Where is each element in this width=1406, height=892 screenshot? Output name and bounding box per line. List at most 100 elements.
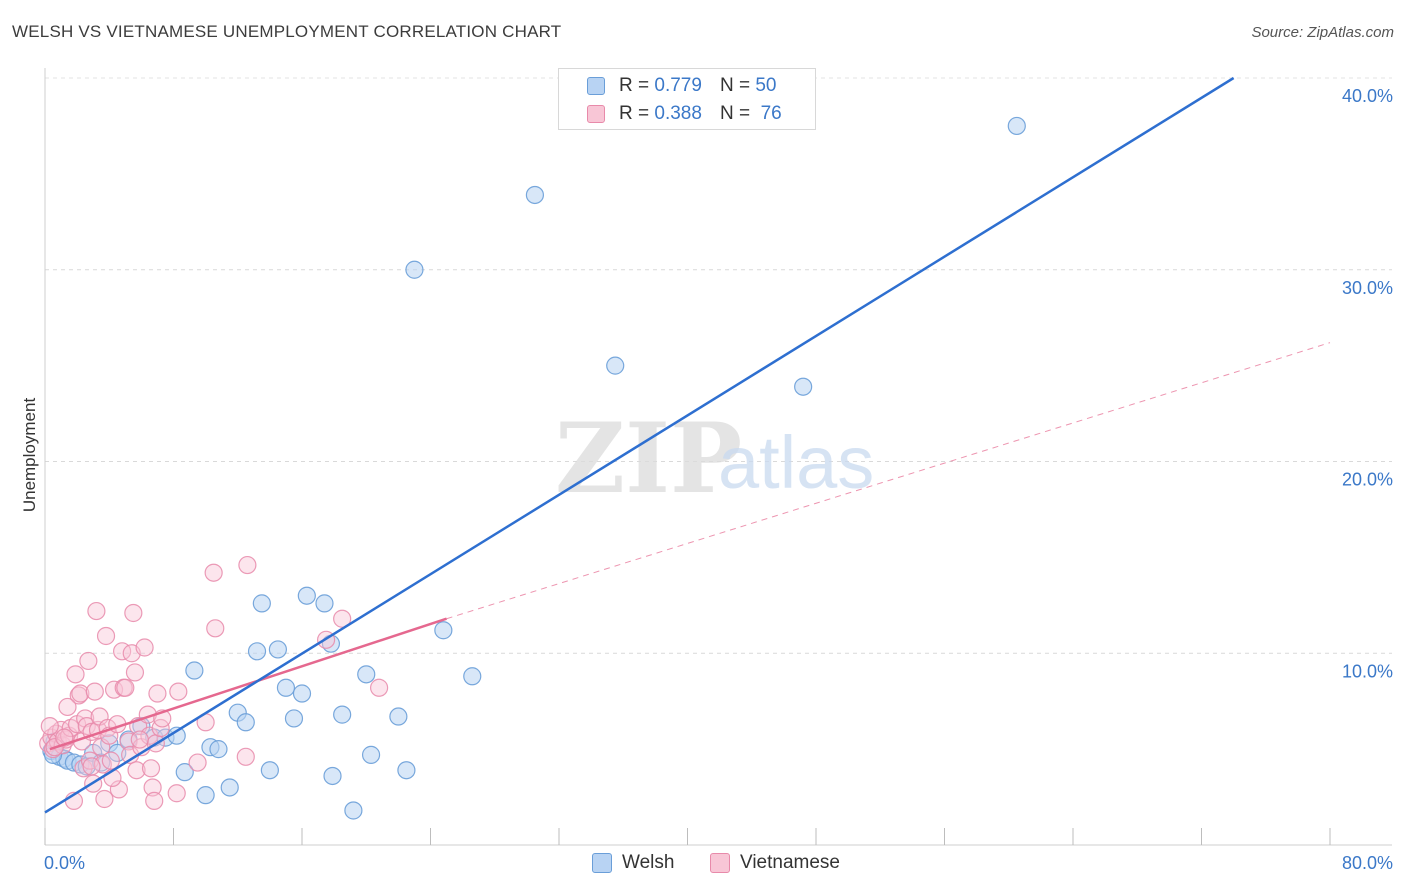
y-tick-label: 30.0% <box>1342 278 1393 298</box>
welsh-point <box>276 678 296 697</box>
welsh-point <box>185 661 204 680</box>
vietnamese-r-label: R = <box>619 103 650 124</box>
welsh-point <box>315 594 334 613</box>
vietnamese-point <box>135 638 154 657</box>
series-legend: Welsh Vietnamese <box>0 850 1406 878</box>
x-tick-label-max: 80.0% <box>1342 853 1393 873</box>
welsh-point <box>260 761 279 780</box>
welsh-point <box>606 356 625 375</box>
vietnamese-point <box>167 784 186 803</box>
watermark-zip: ZIP <box>555 402 742 515</box>
source-label: Source: ZipAtlas.com <box>1251 24 1394 41</box>
welsh-point <box>196 786 215 805</box>
welsh-point <box>236 713 255 732</box>
welsh-point <box>434 621 453 640</box>
vietnamese-points <box>39 555 389 810</box>
chart-title: WELSH VS VIETNAMESE UNEMPLOYMENT CORRELA… <box>12 22 562 41</box>
vietnamese-point <box>148 684 167 703</box>
watermark-atlas: atlas <box>718 421 874 504</box>
vietnamese-point <box>204 563 223 582</box>
vietnamese-point <box>188 753 207 772</box>
welsh-point <box>405 260 424 279</box>
welsh-point <box>247 642 267 661</box>
welsh-points <box>42 116 1026 820</box>
vietnamese-point <box>79 651 98 671</box>
welsh-point <box>297 586 316 605</box>
y-tick-label: 10.0% <box>1342 661 1393 681</box>
vietnamese-point <box>125 663 145 682</box>
welsh-point <box>333 705 352 724</box>
vietnamese-point <box>143 778 162 797</box>
welsh-n-label: N = <box>719 75 751 96</box>
vietnamese-n-label: N = <box>719 103 751 124</box>
vietnamese-point <box>333 609 352 628</box>
vietnamese-point <box>71 684 90 703</box>
vietnamese-point <box>87 601 106 621</box>
vietnamese-point <box>236 747 255 766</box>
vietnamese-point <box>238 555 257 575</box>
vietnamese-n-value: 76 <box>760 103 782 124</box>
vietnamese-point <box>85 682 104 701</box>
vietnamese-point <box>206 619 225 638</box>
welsh-point <box>175 763 194 782</box>
vietnamese-legend-label: Vietnamese <box>740 852 840 873</box>
vietnamese-point <box>96 626 116 646</box>
welsh-point <box>292 684 312 703</box>
welsh-point <box>1007 116 1026 136</box>
welsh-point <box>389 707 408 726</box>
welsh-point <box>220 778 239 797</box>
vietnamese-point <box>95 789 114 809</box>
trend-lines <box>44 76 1331 814</box>
tick-labels: 10.0% 20.0% 30.0% 40.0% 0.0% 80.0% <box>44 86 1393 873</box>
welsh-trend-line <box>44 76 1235 814</box>
welsh-point <box>323 766 342 786</box>
vietnamese-r-value: 0.388 <box>654 103 702 124</box>
vietnamese-point <box>40 717 59 736</box>
y-tick-label: 20.0% <box>1342 470 1393 490</box>
welsh-legend-swatch <box>592 853 612 873</box>
vietnamese-legend-swatch <box>710 853 730 873</box>
welsh-point <box>268 640 288 659</box>
vietnamese-swatch <box>587 105 605 123</box>
welsh-r-value: 0.779 <box>654 75 702 96</box>
legend-item-vietnamese[interactable]: Vietnamese <box>710 852 840 874</box>
vietnamese-point <box>82 757 101 776</box>
welsh-r-label: R = <box>619 75 650 96</box>
welsh-point <box>463 667 482 686</box>
vietnamese-trend-line <box>49 617 447 751</box>
vietnamese-point <box>141 759 161 778</box>
vietnamese-point <box>130 730 149 749</box>
welsh-point <box>344 801 363 820</box>
legend-row-vietnamese: R = 0.388 N = 76 <box>587 102 782 126</box>
vietnamese-point <box>66 665 85 684</box>
welsh-point <box>397 761 416 780</box>
legend-row-welsh: R = 0.779 N = 50 <box>587 74 776 98</box>
y-tick-label: 40.0% <box>1342 86 1393 106</box>
vietnamese-point <box>109 780 128 799</box>
vietnamese-point <box>58 697 77 717</box>
welsh-point <box>794 377 813 396</box>
vietnamese-point <box>116 678 135 697</box>
welsh-n-value: 50 <box>755 75 777 96</box>
y-axis-label: Unemployment <box>20 397 39 513</box>
vietnamese-point <box>145 791 164 810</box>
welsh-point <box>357 665 376 684</box>
vietnamese-point <box>77 717 96 736</box>
welsh-swatch <box>587 77 605 95</box>
welsh-point <box>209 740 228 759</box>
axes <box>44 68 1392 846</box>
vietnamese-trend-extension <box>446 342 1331 620</box>
welsh-point <box>252 594 271 613</box>
vietnamese-point <box>127 761 146 780</box>
vietnamese-point <box>370 678 389 697</box>
legend-item-welsh[interactable]: Welsh <box>592 852 674 874</box>
welsh-point <box>361 745 381 764</box>
correlation-legend: R = 0.779 N = 50 R = 0.388 N = 76 <box>558 68 816 130</box>
vietnamese-point <box>124 603 143 623</box>
vietnamese-point <box>169 682 188 701</box>
welsh-legend-label: Welsh <box>622 852 675 873</box>
x-tick-label-min: 0.0% <box>44 853 85 873</box>
welsh-point <box>284 709 304 728</box>
